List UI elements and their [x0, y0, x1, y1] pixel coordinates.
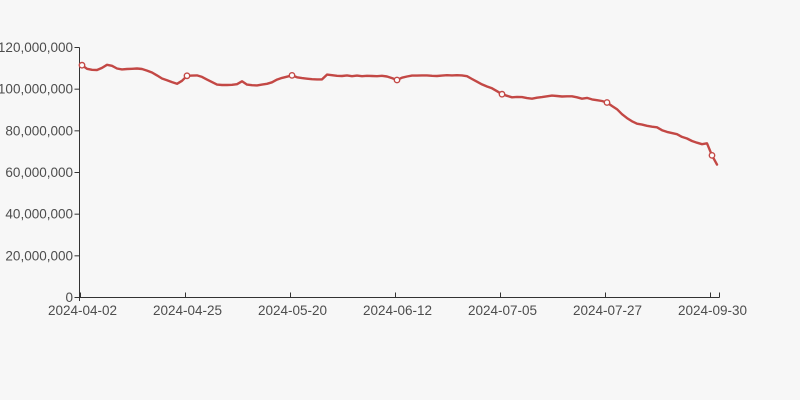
x-axis-tick-label: 2024-07-05 [468, 303, 537, 318]
data-point-marker [498, 90, 506, 98]
y-axis-tick-label: 60,000,000 [5, 165, 73, 180]
data-point-marker [288, 72, 296, 79]
x-axis-tick-label: 2024-05-20 [258, 303, 327, 318]
x-axis-tick-label: 2024-04-25 [153, 303, 222, 318]
data-point-marker [78, 61, 86, 69]
y-axis-tick-label: 40,000,000 [5, 207, 73, 222]
y-axis-tick-label: 20,000,000 [5, 248, 73, 263]
x-axis-tick-label: 2024-04-02 [48, 303, 117, 318]
y-axis-tick-label: 80,000,000 [5, 123, 73, 138]
y-axis-tick-label: 120,000,000 [0, 40, 73, 55]
y-axis-tick-label: 0 [65, 290, 73, 305]
data-point-marker [183, 72, 191, 80]
y-axis-tick-label: 100,000,000 [0, 82, 73, 97]
data-point-marker [708, 151, 716, 159]
data-point-marker [393, 76, 401, 84]
x-axis-tick-label: 2024-07-27 [573, 303, 642, 318]
x-axis-tick-label: 2024-09-30 [678, 303, 747, 318]
data-point-marker [603, 99, 611, 106]
x-axis-tick-label: 2024-06-12 [363, 303, 432, 318]
